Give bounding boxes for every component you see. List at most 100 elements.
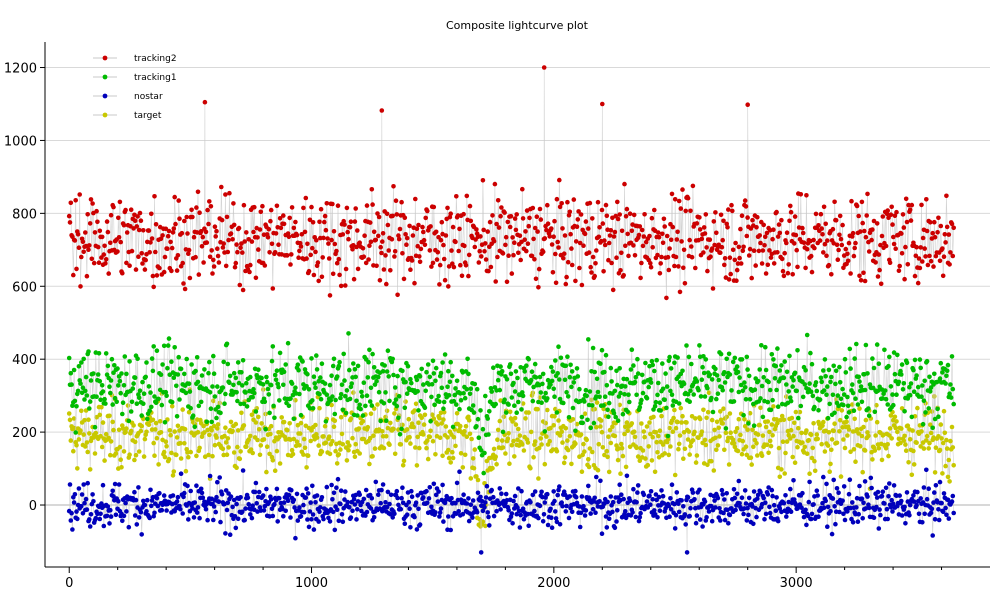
point-target	[765, 419, 771, 424]
point-tracking1	[403, 379, 408, 385]
point-tracking1	[195, 379, 201, 385]
point-tracking2	[710, 286, 716, 291]
point-target	[809, 455, 815, 461]
point-tracking1	[240, 358, 246, 363]
point-nostar	[433, 510, 438, 515]
point-nostar	[363, 487, 369, 493]
point-nostar	[249, 515, 255, 521]
point-nostar	[824, 481, 829, 487]
point-tracking2	[545, 221, 551, 226]
point-tracking2	[519, 239, 524, 245]
point-tracking1	[208, 406, 214, 412]
point-target	[768, 443, 774, 449]
point-nostar	[84, 507, 90, 512]
point-nostar	[175, 494, 181, 500]
point-nostar	[788, 509, 794, 514]
point-target	[652, 469, 658, 475]
point-tracking1	[714, 396, 719, 402]
point-tracking2	[553, 280, 559, 286]
point-tracking2	[267, 250, 272, 255]
point-nostar	[348, 515, 354, 520]
point-tracking2	[248, 262, 253, 268]
point-tracking1	[465, 356, 470, 362]
point-target	[97, 412, 103, 418]
point-target	[648, 431, 653, 437]
point-tracking2	[569, 246, 574, 251]
point-nostar	[108, 514, 114, 519]
point-target	[450, 449, 455, 455]
point-nostar	[855, 519, 861, 524]
point-tracking2	[623, 214, 629, 219]
point-nostar	[903, 521, 908, 526]
point-target	[532, 439, 538, 444]
point-target	[552, 414, 557, 419]
point-nostar	[853, 511, 858, 517]
point-tracking1	[324, 392, 330, 398]
point-tracking2	[454, 194, 459, 199]
point-tracking2	[313, 249, 318, 255]
point-target	[905, 423, 911, 429]
point-nostar	[706, 509, 712, 514]
point-tracking1	[184, 356, 189, 362]
point-target	[590, 449, 595, 455]
point-tracking2	[173, 221, 178, 227]
point-tracking2	[680, 187, 685, 192]
point-target	[873, 433, 878, 438]
point-nostar	[387, 501, 392, 507]
point-tracking2	[595, 199, 601, 205]
point-tracking2	[578, 212, 584, 217]
point-tracking1	[376, 389, 382, 395]
point-tracking2	[792, 241, 797, 246]
point-tracking1	[652, 404, 658, 409]
point-tracking2	[502, 210, 507, 215]
point-nostar	[637, 514, 643, 520]
point-tracking1	[74, 404, 79, 409]
point-target	[770, 433, 775, 438]
point-nostar	[363, 513, 368, 518]
point-tracking1	[84, 393, 90, 398]
point-target	[536, 445, 542, 451]
point-nostar	[136, 485, 141, 490]
point-nostar	[882, 501, 887, 506]
point-tracking1	[586, 337, 591, 342]
point-nostar	[390, 515, 396, 520]
point-tracking1	[660, 386, 666, 392]
point-target	[371, 433, 376, 439]
point-target	[724, 414, 729, 420]
point-tracking2	[739, 213, 745, 218]
point-tracking1	[524, 363, 529, 369]
point-tracking1	[741, 412, 746, 418]
point-nostar	[216, 499, 222, 505]
point-tracking2	[743, 204, 749, 209]
point-tracking1	[738, 382, 744, 388]
point-tracking2	[395, 292, 400, 298]
point-tracking2	[106, 271, 111, 276]
point-target	[620, 453, 626, 459]
point-nostar	[324, 484, 330, 490]
point-tracking2	[561, 251, 567, 256]
point-target	[615, 457, 621, 463]
point-tracking2	[577, 265, 582, 271]
point-tracking2	[901, 225, 907, 230]
point-target	[133, 452, 139, 458]
point-tracking1	[605, 407, 610, 413]
point-target	[667, 425, 672, 431]
point-target	[443, 424, 449, 429]
point-tracking2	[899, 231, 904, 236]
point-nostar	[615, 508, 620, 513]
point-tracking1	[631, 363, 636, 368]
point-nostar	[719, 487, 725, 493]
point-target	[910, 428, 915, 433]
point-tracking2	[669, 191, 675, 197]
point-tracking2	[533, 276, 539, 282]
point-nostar	[138, 510, 144, 515]
point-nostar	[804, 522, 809, 528]
point-target	[605, 454, 610, 460]
point-target	[494, 462, 499, 467]
point-nostar	[466, 518, 472, 524]
point-tracking1	[215, 384, 220, 389]
point-tracking2	[667, 246, 672, 251]
point-tracking1	[409, 380, 414, 386]
point-nostar	[821, 505, 827, 511]
point-target	[687, 452, 692, 457]
